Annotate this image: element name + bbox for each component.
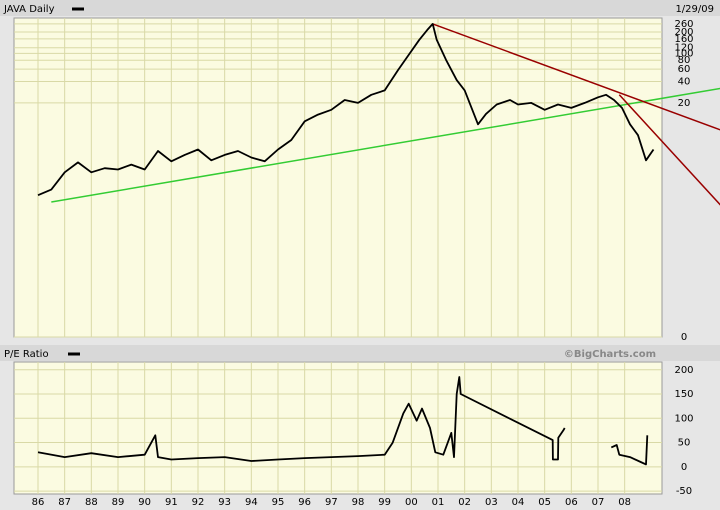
- x-tick-label: 87: [58, 497, 71, 508]
- price-line: [37, 376, 649, 466]
- x-tick-label: 02: [458, 497, 471, 508]
- chart-title: JAVA Daily: [3, 4, 55, 15]
- x-tick-label: 95: [272, 497, 285, 508]
- y-tick-label: 80: [678, 55, 691, 66]
- date-label: 1/29/09: [675, 4, 714, 15]
- y-tick-label: 100: [674, 413, 693, 424]
- y-tick-label: 60: [678, 64, 691, 75]
- trendline: [51, 87, 720, 203]
- x-tick-label: 01: [432, 497, 445, 508]
- y-tick-label: -50: [676, 486, 692, 497]
- x-tick-label: 93: [218, 497, 231, 508]
- y-tick-label: 120: [674, 43, 693, 54]
- trendline: [432, 23, 720, 131]
- y-tick-label: 100: [674, 48, 693, 59]
- y-tick-label: 0: [681, 462, 687, 473]
- x-tick-label: 04: [512, 497, 525, 508]
- x-tick-label: 06: [565, 497, 578, 508]
- y-tick-label: 200: [674, 365, 693, 376]
- x-tick-label: 98: [352, 497, 365, 508]
- plot-area: [13, 361, 663, 495]
- y-tick-label: 0: [681, 332, 687, 343]
- x-tick-label: 03: [485, 497, 498, 508]
- x-tick-label: 86: [32, 497, 45, 508]
- x-tick-label: 97: [325, 497, 338, 508]
- x-tick-label: 94: [245, 497, 258, 508]
- y-tick-label: 160: [674, 34, 693, 45]
- y-tick-label: 40: [678, 77, 691, 88]
- x-tick-label: 88: [85, 497, 98, 508]
- x-tick-label: 99: [378, 497, 391, 508]
- header-bar: [0, 0, 720, 16]
- x-tick-label: 96: [298, 497, 311, 508]
- x-tick-label: 08: [618, 497, 631, 508]
- y-tick-label: 20: [678, 98, 691, 109]
- y-tick-label: 260: [674, 19, 693, 30]
- plot-area: [13, 17, 663, 338]
- source-label: ©BigCharts.com: [564, 349, 656, 360]
- y-tick-label: 200: [674, 27, 693, 38]
- chart-title: P/E Ratio: [4, 349, 49, 360]
- y-tick-label: 150: [674, 389, 693, 400]
- x-tick-label: 07: [592, 497, 605, 508]
- x-tick-label: 89: [112, 497, 125, 508]
- x-tick-label: 05: [538, 497, 551, 508]
- price-line: [37, 23, 655, 197]
- x-tick-label: 91: [165, 497, 178, 508]
- x-tick-label: 90: [138, 497, 151, 508]
- x-tick-label: 92: [192, 497, 205, 508]
- trendline: [618, 94, 720, 206]
- header-bar: [0, 345, 720, 361]
- y-tick-label: 50: [678, 438, 691, 449]
- x-tick-label: 00: [405, 497, 418, 508]
